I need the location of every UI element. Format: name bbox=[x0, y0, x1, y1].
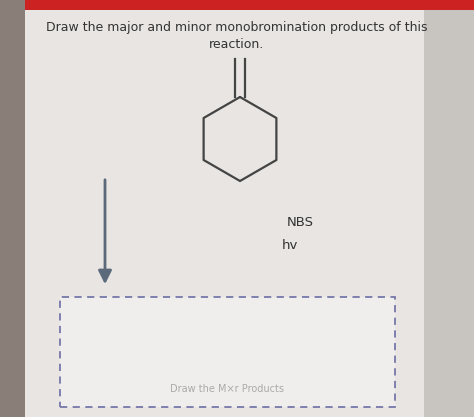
FancyBboxPatch shape bbox=[60, 297, 395, 407]
Text: Draw the M×r Products: Draw the M×r Products bbox=[171, 384, 284, 394]
Bar bbox=[0, 0, 474, 10]
Text: Draw the major and minor monobromination products of this: Draw the major and minor monobromination… bbox=[46, 20, 428, 33]
Text: NBS: NBS bbox=[286, 216, 313, 229]
Bar bbox=[0, 0, 25, 417]
Text: hv: hv bbox=[282, 239, 298, 251]
Bar bbox=[424, 10, 474, 417]
Text: reaction.: reaction. bbox=[210, 38, 264, 50]
